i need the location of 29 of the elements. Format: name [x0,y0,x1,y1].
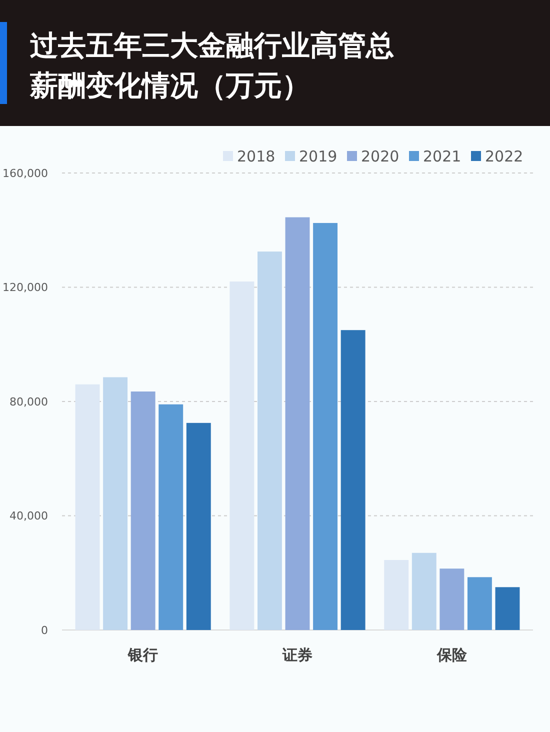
bar [412,552,436,630]
x-tick-label: 保险 [436,646,468,664]
bar [103,377,128,630]
y-tick-label: 80,000 [10,395,48,408]
y-tick-label: 40,000 [10,510,48,523]
y-tick-label: 120,000 [2,281,48,294]
bar [384,560,409,630]
x-tick-label: 银行 [127,646,158,664]
y-tick-label: 160,000 [2,166,48,180]
x-tick-label: 证券 [282,646,312,664]
legend-label: 2022 [485,147,524,166]
bar [495,587,520,630]
legend-label: 2019 [299,147,338,166]
chart-title: 过去五年三大金融行业高管总薪酬变化情况（万元） [29,29,394,102]
bar [130,392,156,630]
bar [230,282,254,630]
bar [186,422,211,630]
legend-label: 2018 [237,147,276,166]
legend-label: 2021 [423,147,462,166]
bar [340,330,366,630]
legend-label: 2020 [361,147,400,166]
bar [285,217,310,630]
bar [440,568,464,630]
bar [75,384,100,630]
bar [257,252,282,630]
y-tick-label: 0 [41,624,48,637]
bar [313,222,338,630]
bar [467,577,492,630]
bar [158,404,184,630]
